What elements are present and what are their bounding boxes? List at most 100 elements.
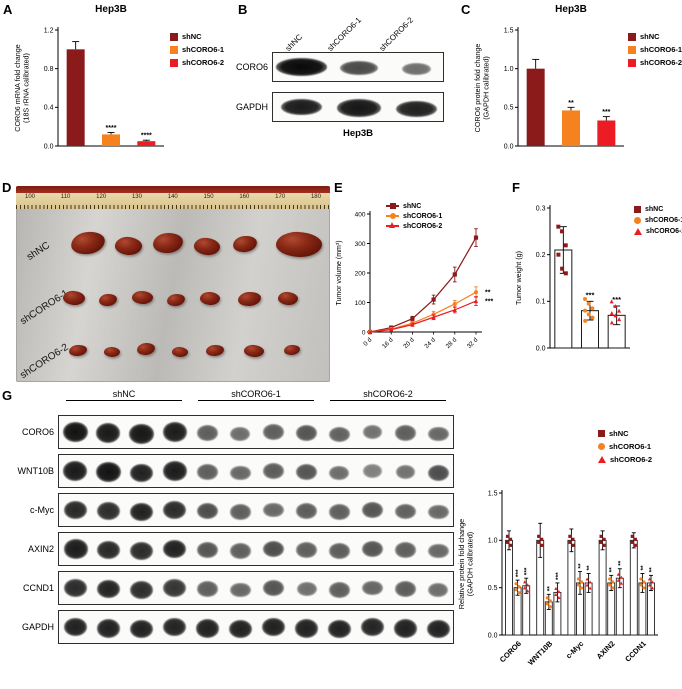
svg-text:***: ***: [586, 290, 595, 299]
blot-band: [196, 502, 219, 520]
blot-band: [426, 619, 451, 639]
svg-text:300: 300: [355, 241, 366, 248]
legend-label-shcoro6-2: shCORO6-2: [646, 228, 682, 235]
shcoro6-2-triangle-marker: [598, 456, 606, 463]
ruler-numbers: 100 110 120 130 140 150 160 170 180: [16, 193, 330, 200]
svg-text:(GAPDH calibrated): (GAPDH calibrated): [482, 56, 491, 120]
ruler-number: 100: [25, 194, 36, 200]
blot-band: [295, 464, 318, 480]
blot-band: [427, 464, 450, 482]
ruler-number: 170: [275, 194, 286, 200]
legend-label-shcoro6-2: shCORO6-2: [403, 222, 443, 230]
panel-e: E 0 100 200 300 400 Tumor volume (mm³) 0 d 16 d…: [332, 180, 510, 385]
blot-box-CORO6: [272, 52, 444, 82]
svg-text:24 d: 24 d: [423, 336, 437, 350]
bar-shNC: [66, 49, 85, 147]
blot-band: [360, 617, 385, 637]
panel-d-label: D: [2, 180, 12, 195]
shcoro6-2-triangle-marker: [634, 228, 642, 235]
shcoro6-2-color-swatch: [170, 58, 178, 67]
legend-label-shcoro6-2: shCORO6-2: [610, 455, 653, 464]
shcoro6-2-line-marker: [386, 222, 399, 230]
blot-band: [96, 540, 121, 560]
photo-row-label-shnc: shNC: [25, 240, 52, 263]
blot-band: [129, 619, 154, 639]
blot-band: [63, 578, 88, 598]
legend-label-shnc: shNC: [640, 32, 660, 41]
shnc-square-marker: [389, 203, 396, 209]
blot-band: [296, 503, 317, 519]
shcoro6-1-circle-marker: [389, 213, 396, 219]
svg-text:0 d: 0 d: [362, 336, 373, 347]
panel-b-blots: CORO6 GAPDH: [232, 0, 460, 180]
blot-band: [329, 504, 350, 520]
blot-band: [362, 425, 383, 440]
svg-text:0.0: 0.0: [44, 143, 54, 150]
blot-band: [63, 617, 88, 637]
blot-band: [329, 465, 350, 481]
svg-text:0.3: 0.3: [536, 205, 546, 212]
legend-label-shcoro6-2: shCORO6-2: [182, 58, 225, 67]
blot-band: [162, 617, 187, 637]
blot-box-GAPDH: [272, 92, 444, 122]
blot-band: [197, 425, 218, 441]
blot-band: [263, 502, 284, 518]
svg-text:***: ***: [612, 295, 621, 304]
blot-band: [63, 500, 88, 520]
blot-row-label-CCND1: CCND1: [22, 582, 54, 593]
blot-row-label-CORO6: CORO6: [236, 61, 269, 72]
blot-band: [395, 425, 416, 441]
blot-band: [63, 461, 88, 481]
legend-item-shcoro6-2: shCORO6-2: [598, 455, 652, 464]
legend-item-shcoro6-2: shCORO6-2: [170, 58, 224, 67]
tumor-photo: 100 110 120 130 140 150 160 170 180 shNC shCORO6…: [16, 186, 330, 382]
tumor-shCORO6-1: [62, 289, 86, 307]
svg-text:32 d: 32 d: [466, 336, 480, 350]
svg-text:**: **: [568, 100, 574, 107]
blot-band: [294, 618, 319, 638]
svg-text:100: 100: [355, 300, 366, 307]
blot-band: [340, 60, 378, 76]
shcoro6-1-color-swatch: [628, 45, 636, 54]
blot-band: [163, 579, 186, 597]
blot-band: [401, 62, 431, 76]
blot-band: [395, 503, 416, 519]
tumor-shCORO6-1: [237, 291, 261, 307]
blot-band: [129, 424, 154, 444]
blot-band: [262, 580, 285, 596]
svg-text:****: ****: [106, 125, 117, 132]
panel-g-grouped-bar-chart: 0.0 0.5 1.0 1.5 Relative protein fold change…: [457, 490, 658, 667]
panel-b-cell-line: Hep3B: [342, 128, 374, 139]
svg-text:CCDN1: CCDN1: [623, 639, 648, 664]
blot-band: [263, 463, 284, 479]
legend-label-shcoro6-1: shCORO6-1: [403, 212, 443, 220]
blot-band: [329, 543, 350, 559]
legend-label-shnc: shNC: [609, 429, 629, 438]
blot-band: [230, 426, 251, 442]
panel-e-label: E: [334, 180, 343, 195]
bar-AXIN2-shNC: [598, 539, 607, 636]
blot-band: [197, 581, 218, 597]
svg-text:****: ****: [141, 133, 152, 140]
legend-item-shnc: shNC: [634, 206, 682, 213]
svg-text:(18S rRNA calibrated): (18S rRNA calibrated): [22, 53, 31, 123]
svg-text:28 d: 28 d: [445, 336, 459, 350]
legend-item-shnc: shNC: [386, 202, 442, 210]
blot-band: [428, 504, 449, 520]
blot-band: [129, 580, 153, 600]
tumor-shCORO6-2: [243, 343, 265, 359]
blot-band: [361, 502, 384, 518]
bar-c-Myc-shNC: [567, 539, 576, 636]
blot-band: [162, 539, 187, 559]
blot-band: [361, 541, 384, 557]
blot-row-label-GAPDH: GAPDH: [236, 101, 269, 112]
blot-band: [96, 501, 120, 521]
svg-text:***: ***: [602, 109, 610, 116]
tumor-shCORO6-1: [166, 292, 186, 308]
tumor-shNC: [69, 229, 107, 257]
svg-text:0.5: 0.5: [488, 585, 498, 592]
panel-b: B shNC shCORO6-1 shCORO6-2 CORO6 GAPDH He…: [232, 0, 460, 180]
blot-band: [275, 58, 328, 76]
legend-item-shcoro6-2: shCORO6-2: [386, 222, 442, 230]
